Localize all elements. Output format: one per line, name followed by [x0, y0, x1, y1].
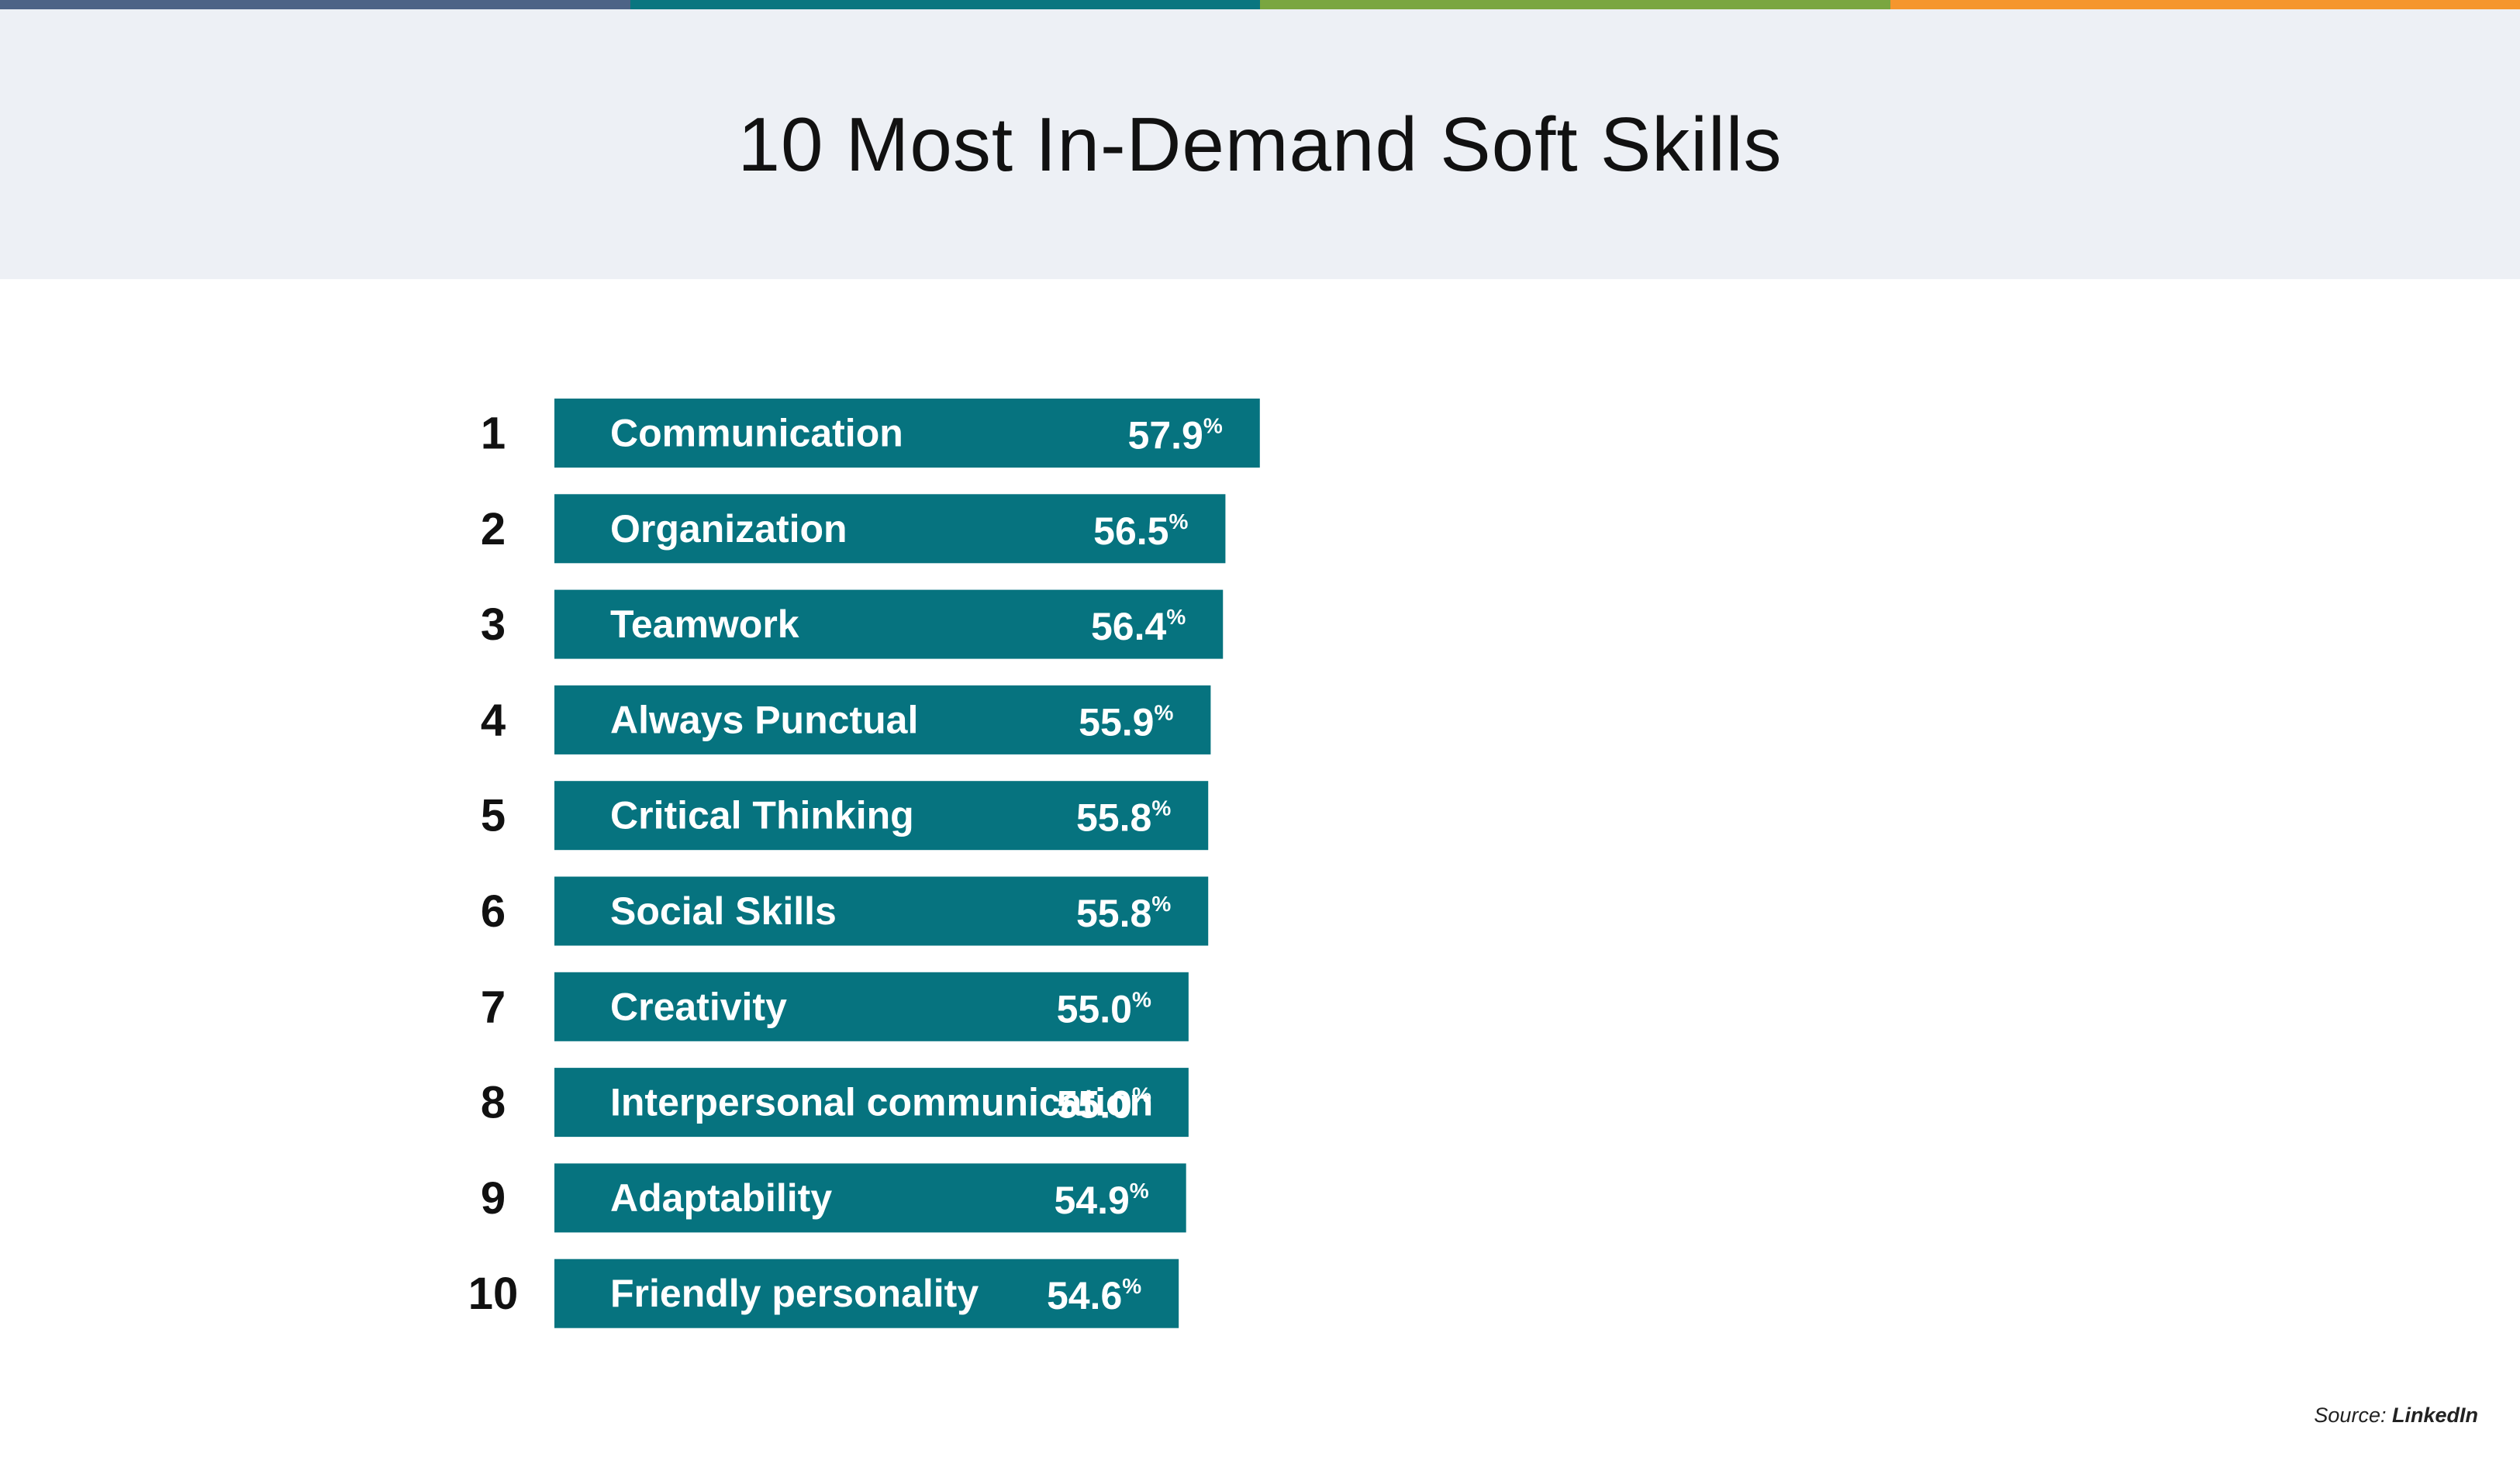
source-label: Source:	[2314, 1404, 2387, 1427]
bar-row: 2 Organization 56.5%	[481, 494, 1226, 564]
category-label: Social Skills	[610, 889, 837, 933]
rank-label: 1	[481, 409, 506, 459]
category-label: Friendly personality	[610, 1272, 979, 1315]
top-bar-segment-3	[1260, 0, 1890, 9]
source-value: LinkedIn	[2391, 1404, 2478, 1427]
value-label: 55.9%	[1079, 700, 1173, 744]
rank-label: 10	[468, 1269, 519, 1319]
category-label: Communication	[610, 412, 903, 455]
bar-row: 4 Always Punctual 55.9%	[481, 685, 1211, 754]
category-label: Always Punctual	[610, 698, 918, 741]
value-label: 55.8%	[1076, 796, 1171, 840]
bar	[554, 1163, 1186, 1233]
bar-row: 7 Creativity 55.0%	[481, 972, 1189, 1041]
rank-label: 2	[481, 504, 506, 554]
rank-label: 7	[481, 982, 506, 1032]
rank-label: 3	[481, 599, 506, 650]
category-label: Teamwork	[610, 603, 799, 646]
rank-label: 6	[481, 886, 506, 937]
bar-row: 9 Adaptability 54.9%	[481, 1163, 1186, 1233]
value-label: 55.0%	[1057, 987, 1151, 1031]
bar-row: 10 Friendly personality 54.6%	[468, 1259, 1179, 1328]
bar	[554, 589, 1224, 659]
rank-label: 8	[481, 1078, 506, 1128]
bar	[554, 972, 1189, 1041]
rank-label: 4	[481, 695, 506, 745]
value-label: 55.0%	[1057, 1083, 1151, 1127]
top-color-bar	[0, 0, 2520, 9]
bar	[554, 399, 1260, 468]
bar	[554, 685, 1211, 754]
category-label: Creativity	[610, 985, 787, 1028]
category-label: Interpersonal communication	[610, 1081, 1153, 1124]
bar-row: 1 Communication 57.9%	[481, 399, 1260, 468]
rank-label: 9	[481, 1173, 506, 1224]
category-label: Adaptability	[610, 1176, 832, 1220]
value-label: 54.6%	[1047, 1274, 1141, 1317]
top-bar-segment-2	[630, 0, 1260, 9]
top-bar-segment-1	[0, 0, 630, 9]
bar	[554, 781, 1209, 851]
bar	[554, 494, 1226, 564]
rank-label: 5	[481, 791, 506, 841]
value-label: 57.9%	[1128, 414, 1223, 458]
category-label: Critical Thinking	[610, 794, 914, 837]
header-band	[0, 9, 2520, 279]
bar	[554, 876, 1209, 946]
bar-row: 6 Social Skills 55.8%	[481, 876, 1209, 946]
chart-title: 10 Most In-Demand Soft Skills	[737, 101, 1783, 187]
bar-row: 5 Critical Thinking 55.8%	[481, 781, 1209, 851]
value-label: 56.4%	[1091, 605, 1186, 648]
value-label: 56.5%	[1093, 509, 1188, 553]
top-bar-segment-4	[1890, 0, 2520, 9]
value-label: 55.8%	[1076, 892, 1171, 935]
bar-row: 3 Teamwork 56.4%	[481, 589, 1224, 659]
value-label: 54.9%	[1054, 1179, 1148, 1222]
bar	[554, 1068, 1189, 1138]
bar	[554, 1259, 1179, 1328]
category-label: Organization	[610, 507, 847, 551]
source-note: Source: LinkedIn	[2314, 1404, 2478, 1428]
